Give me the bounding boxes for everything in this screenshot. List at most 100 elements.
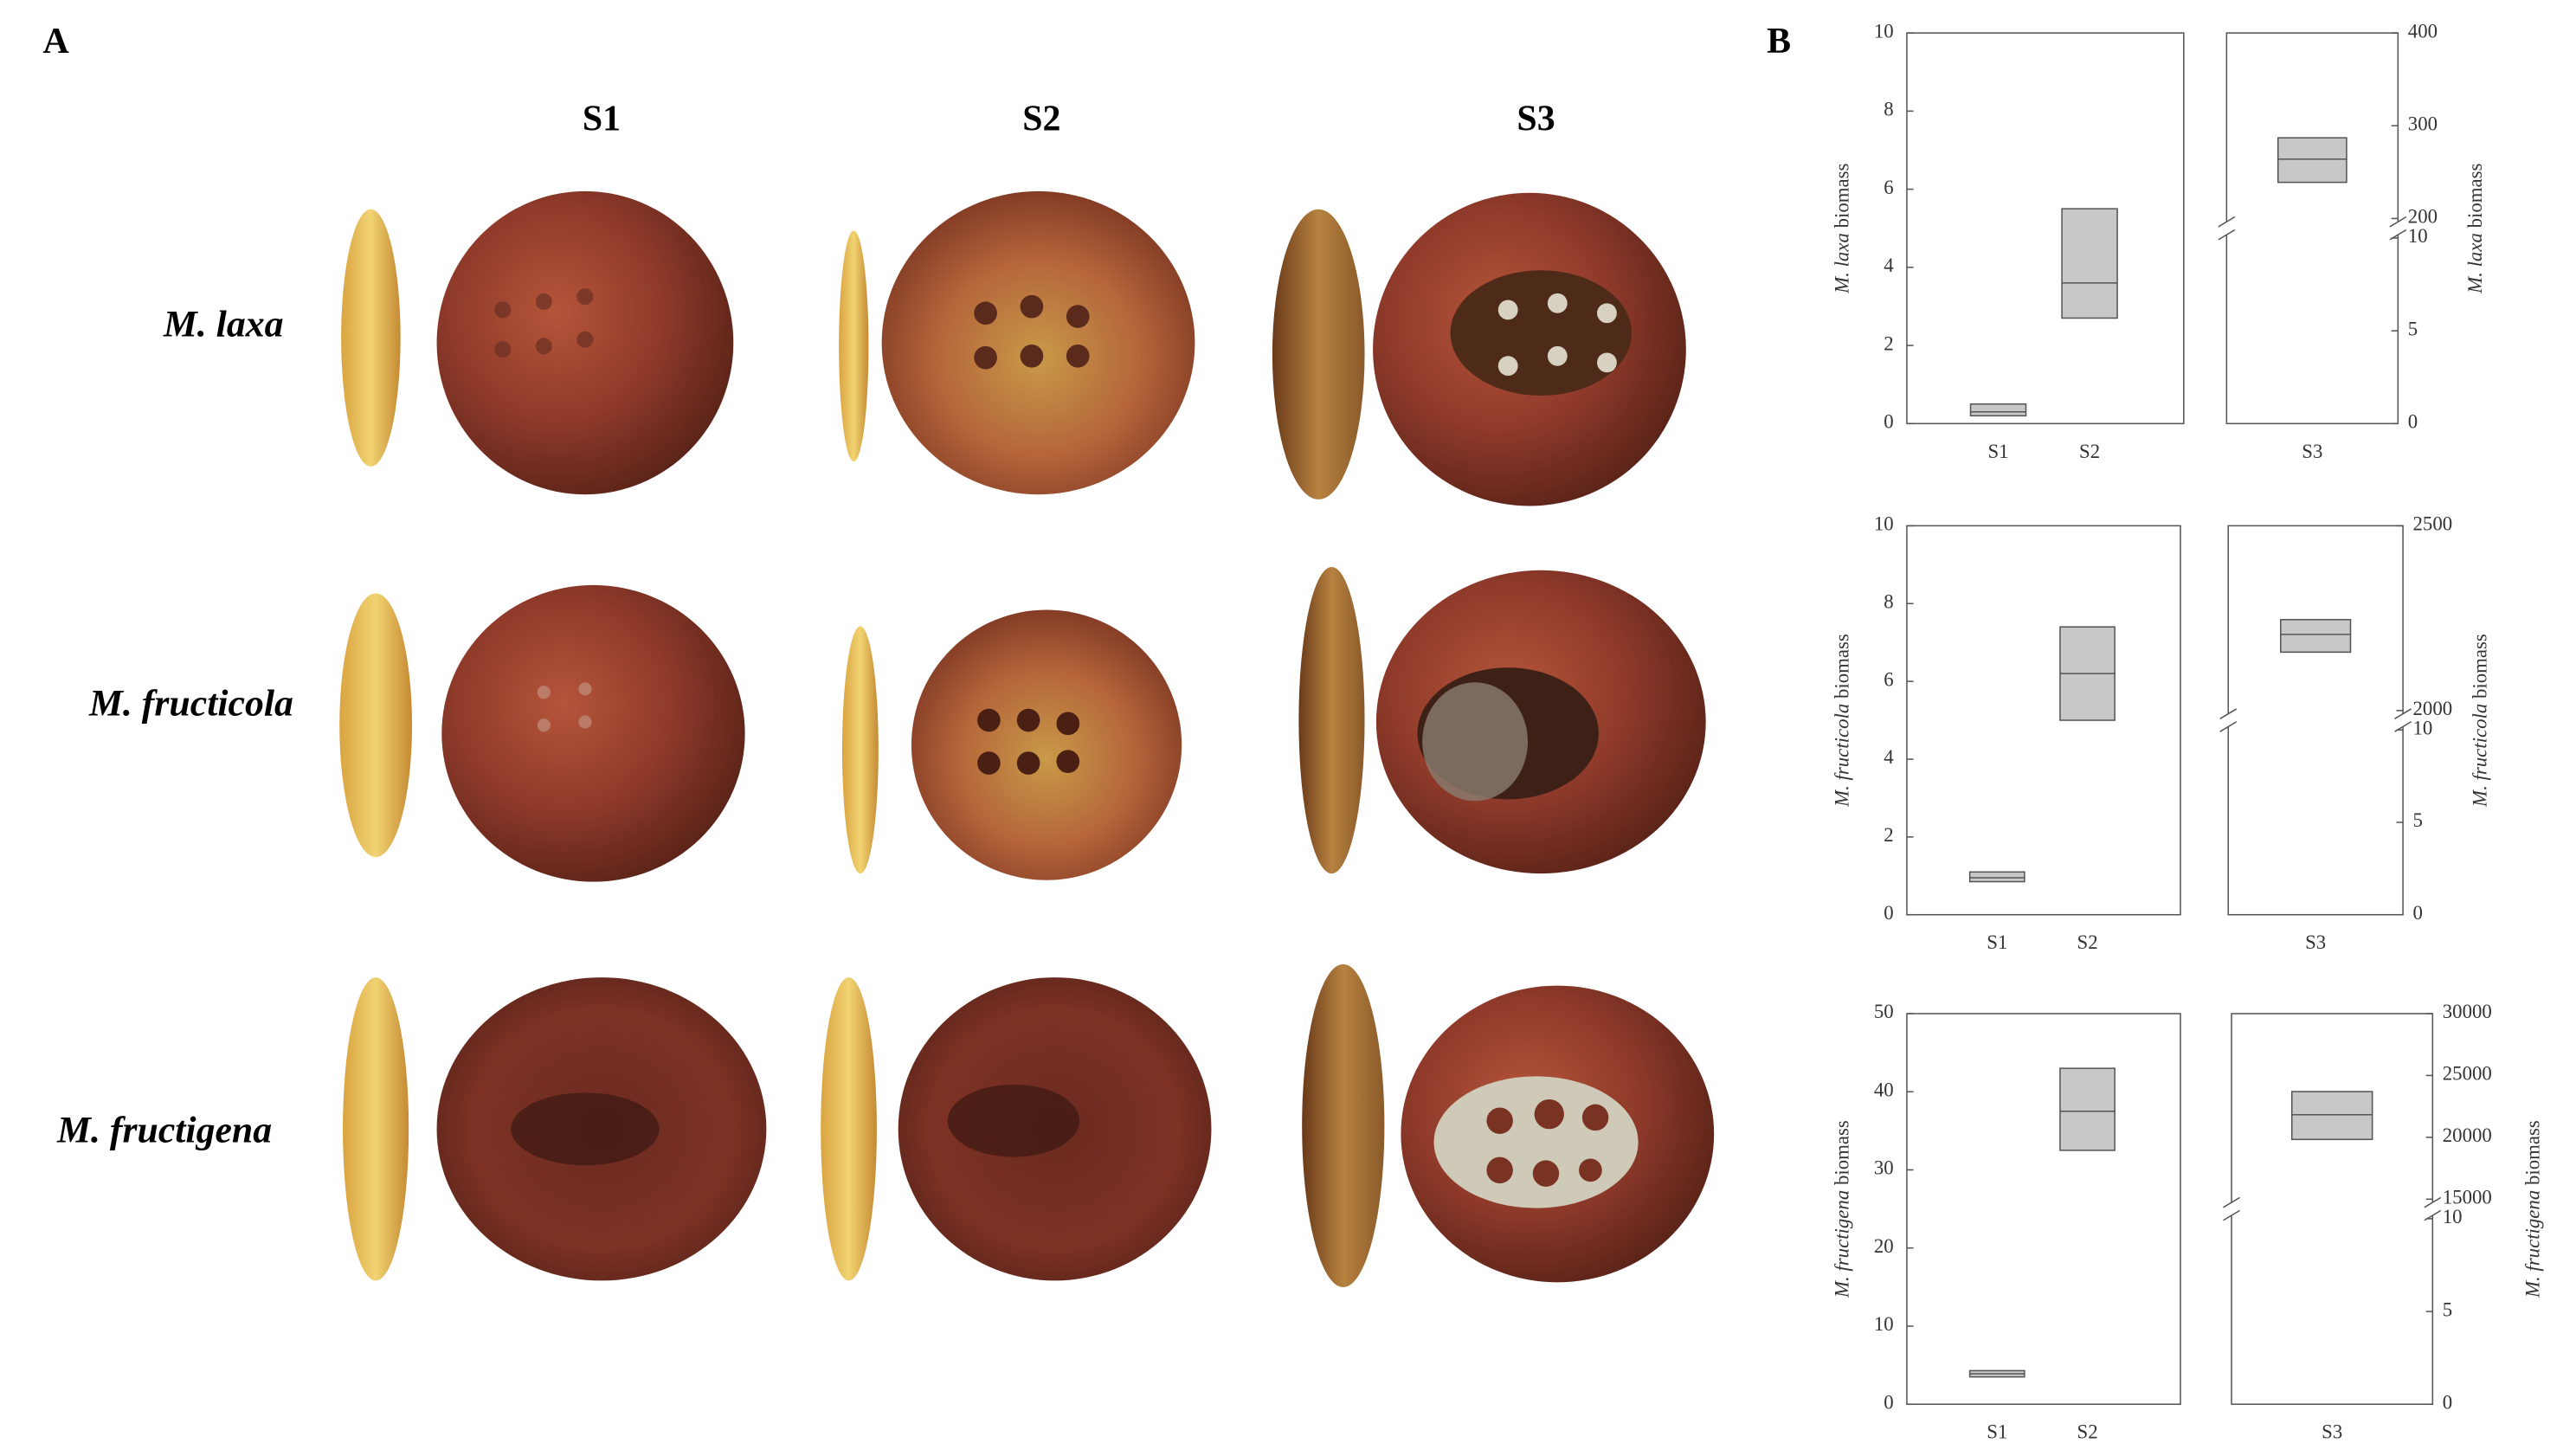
y-axis-label-species: M. fructicola: [2470, 704, 2491, 808]
fruit-slice: [341, 209, 401, 467]
y-axis-label: M. laxa biomass: [1832, 163, 1853, 293]
plot-frame: [1906, 32, 2185, 425]
axis-break-mark: [2223, 1209, 2240, 1221]
lesions: [977, 708, 1080, 775]
fruit: [441, 584, 745, 882]
axis-break-mark: [2424, 1196, 2442, 1208]
axis-break-mark: [2219, 721, 2238, 732]
y-axis-label: M. laxa biomass: [2464, 163, 2486, 293]
box: [1968, 871, 2025, 883]
y-axis-label: M. fructigena biomass: [1832, 1120, 1853, 1298]
lesions: [1497, 293, 1617, 377]
axis-break-gap: [2394, 222, 2402, 235]
fruit-slice: [1298, 566, 1365, 874]
y2-tick-label: 400: [2408, 20, 2438, 42]
y-tick-label: 30: [1874, 1157, 1894, 1179]
column-label: S1: [583, 99, 621, 139]
y2-tick-label: 2000: [2413, 698, 2453, 719]
y2-tick-label: 20000: [2443, 1124, 2492, 1146]
axis-break-mark: [2219, 708, 2238, 719]
x-tick-label: S1: [1987, 441, 2008, 462]
y2-tick-label: 0: [2443, 1391, 2452, 1413]
y-axis-label: M. fructicola biomass: [1832, 634, 1853, 808]
fruit-slice: [1272, 209, 1365, 499]
box: [2280, 619, 2352, 654]
y2-tick-label: 0: [2408, 411, 2418, 433]
y-axis-label-unit: biomass: [1832, 163, 1853, 228]
y-axis-label-unit: biomass: [1832, 634, 1853, 699]
axis-break-mark: [2389, 216, 2407, 228]
y-axis-label-unit: biomass: [2470, 634, 2491, 699]
fruit: [911, 609, 1182, 880]
lesions: [974, 294, 1090, 370]
x-tick-label: S1: [1987, 931, 2007, 953]
panel-a-photos: [339, 190, 1715, 1288]
box: [2277, 137, 2347, 184]
y-tick-label: 50: [1874, 1001, 1894, 1022]
axis-break-mark: [2394, 708, 2412, 719]
panel-label: B: [1767, 22, 1791, 61]
y2-tick-label: 5: [2408, 318, 2418, 339]
y-axis-label-species: M. fructigena: [1832, 1190, 1853, 1298]
row-label: M. laxa: [163, 303, 284, 345]
axis-break-gap: [2429, 1202, 2437, 1216]
y2-tick-label: 30000: [2443, 1001, 2492, 1022]
axis-break-mark: [2223, 1196, 2240, 1208]
y-tick-label: 10: [1874, 513, 1894, 535]
y-tick-label: 6: [1884, 668, 1893, 690]
plot-frame: [2227, 525, 2404, 916]
box: [2061, 208, 2118, 319]
axis-break-mark: [2218, 229, 2236, 241]
y-tick-label: 10: [1874, 20, 1894, 42]
y-tick-label: 20: [1874, 1235, 1894, 1257]
y-tick-label: 2: [1884, 332, 1893, 354]
y-tick-label: 0: [1884, 1391, 1893, 1413]
fruit: [881, 190, 1195, 495]
y-tick-label: 4: [1884, 254, 1894, 276]
box: [2290, 1091, 2373, 1141]
fruit-slice: [839, 230, 869, 462]
y2-tick-label: 5: [2443, 1298, 2452, 1320]
x-tick-label: S3: [2302, 441, 2322, 462]
y2-tick-label: 10: [2408, 225, 2428, 247]
x-tick-label: S3: [2305, 931, 2326, 953]
lesions: [1486, 1098, 1609, 1187]
x-tick-label: S2: [2079, 441, 2100, 462]
y-axis-label: M. fructicola biomass: [2470, 634, 2491, 808]
plot-frame: [2225, 32, 2399, 425]
axis-break-gap: [2225, 713, 2232, 727]
y-tick-label: 6: [1884, 177, 1893, 198]
y2-tick-label: 25000: [2443, 1063, 2492, 1085]
y-axis-label-unit: biomass: [2464, 163, 2486, 228]
y-axis-label-species: M. laxa: [2464, 233, 2486, 294]
y2-tick-label: 300: [2408, 113, 2438, 134]
column-label: S3: [1517, 99, 1555, 139]
box: [1969, 403, 2027, 417]
axis-break-gap: [2223, 222, 2231, 235]
y-axis-label-unit: biomass: [1832, 1120, 1853, 1185]
column-label: S2: [1022, 99, 1060, 139]
y-axis-label-species: M. laxa: [1832, 233, 1853, 294]
fruit-slice: [1302, 963, 1385, 1288]
y-tick-label: 2: [1884, 824, 1893, 846]
y-tick-label: 0: [1884, 411, 1893, 433]
y2-tick-label: 15000: [2443, 1187, 2492, 1208]
y-tick-label: 10: [1874, 1313, 1894, 1335]
x-tick-label: S2: [2077, 1421, 2098, 1443]
plot-frame: [2231, 1013, 2434, 1405]
y2-tick-label: 2500: [2413, 513, 2453, 535]
x-tick-label: S1: [1987, 1421, 2007, 1443]
y-tick-label: 0: [1884, 902, 1893, 924]
fruit-slice: [841, 626, 879, 874]
y-axis-label-species: M. fructicola: [1832, 704, 1853, 808]
row-label: M. fructigena: [56, 1109, 272, 1150]
axis-break-gap: [2228, 1202, 2235, 1216]
fruit-slice: [339, 593, 413, 858]
y-axis-label: M. fructigena biomass: [2522, 1120, 2544, 1298]
lesion-area: [1433, 1076, 1639, 1208]
y2-tick-label: 10: [2413, 718, 2433, 739]
plot-frame: [1906, 525, 2181, 916]
axis-break-gap: [2399, 713, 2406, 727]
